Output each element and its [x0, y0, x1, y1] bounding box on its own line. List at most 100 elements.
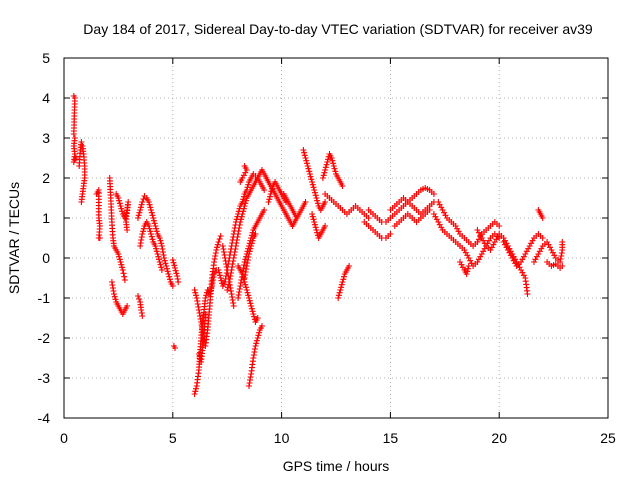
data-point: [492, 239, 498, 245]
data-point: [175, 279, 181, 285]
data-point: [527, 243, 533, 249]
data-point: [320, 175, 326, 181]
data-point: [303, 155, 309, 161]
data-point: [248, 303, 254, 309]
data-point: [212, 253, 218, 259]
data-point: [311, 219, 317, 225]
data-point: [266, 199, 272, 205]
data-point: [313, 195, 319, 201]
data-point: [150, 215, 156, 221]
data-point: [118, 259, 124, 265]
y-tick-label: 5: [42, 50, 50, 66]
data-point: [309, 211, 315, 217]
data-point: [246, 295, 252, 301]
data-point: [237, 286, 243, 292]
y-tick-label: -3: [38, 370, 51, 386]
data-point: [531, 259, 537, 265]
data-point: [194, 295, 200, 301]
data-point: [559, 239, 565, 245]
data-point: [300, 147, 306, 153]
data-point: [78, 199, 84, 205]
x-tick-label: 10: [274, 430, 290, 446]
data-point: [535, 251, 541, 257]
data-point: [218, 233, 224, 239]
data-point: [340, 279, 346, 285]
data-point: [111, 291, 117, 297]
data-point: [148, 231, 154, 237]
data-point: [159, 267, 165, 273]
data-point: [548, 247, 554, 253]
x-tick-label: 0: [60, 430, 68, 446]
data-point: [236, 228, 242, 234]
data-point: [122, 277, 128, 283]
data-point: [435, 199, 441, 205]
data-point: [138, 307, 144, 313]
data-point: [216, 239, 222, 245]
data-point: [97, 235, 103, 241]
data-point: [124, 227, 130, 233]
data-point: [255, 335, 261, 341]
data-point: [217, 236, 223, 242]
data-point: [140, 196, 146, 202]
data-point: [501, 239, 507, 245]
data-point: [231, 303, 237, 309]
data-point: [237, 222, 243, 228]
data-point: [78, 139, 84, 145]
data-point: [237, 219, 243, 225]
data-point: [479, 235, 485, 241]
data-point: [313, 227, 319, 233]
data-point: [138, 237, 144, 243]
data-point: [309, 179, 315, 185]
data-point: [244, 287, 250, 293]
data-point: [139, 313, 145, 319]
data-point: [250, 355, 256, 361]
data-point: [213, 247, 219, 253]
data-point: [474, 227, 480, 233]
data-point: [331, 163, 337, 169]
data-point: [457, 259, 463, 265]
data-point: [324, 159, 330, 165]
data-point: [109, 282, 115, 288]
data-point: [121, 274, 127, 280]
data-point: [163, 263, 169, 269]
data-point: [221, 249, 227, 255]
data-points: [71, 93, 566, 397]
y-tick-label: -2: [38, 330, 51, 346]
data-point: [228, 288, 234, 294]
y-tick-label: 2: [42, 170, 50, 186]
data-point: [233, 240, 239, 246]
data-point: [121, 270, 127, 276]
data-point: [440, 207, 446, 213]
data-point: [71, 131, 77, 137]
axis-ticks: [64, 58, 608, 418]
data-point: [239, 211, 245, 217]
data-point: [525, 291, 531, 297]
data-point: [335, 295, 341, 301]
y-tick-label: 3: [42, 130, 50, 146]
data-point: [195, 301, 201, 307]
data-point: [139, 231, 145, 237]
x-tick-label: 5: [169, 430, 177, 446]
data-point: [322, 167, 328, 173]
data-point: [235, 234, 241, 240]
y-tick-label: 0: [42, 250, 50, 266]
data-point: [230, 261, 236, 267]
data-point: [135, 215, 141, 221]
data-point: [509, 255, 515, 261]
data-point: [157, 259, 163, 265]
data-point: [522, 251, 528, 257]
data-point: [466, 255, 472, 261]
data-point: [518, 267, 524, 273]
data-point: [431, 211, 437, 217]
data-point: [139, 199, 145, 205]
data-point: [120, 267, 126, 273]
y-tick-label: 4: [42, 90, 50, 106]
data-point: [479, 251, 485, 257]
data-point: [155, 251, 161, 257]
y-tick-label: -1: [38, 290, 51, 306]
data-point: [118, 203, 124, 209]
data-point: [148, 207, 154, 213]
data-point: [307, 171, 313, 177]
data-point: [222, 255, 228, 261]
data-point: [192, 391, 198, 397]
